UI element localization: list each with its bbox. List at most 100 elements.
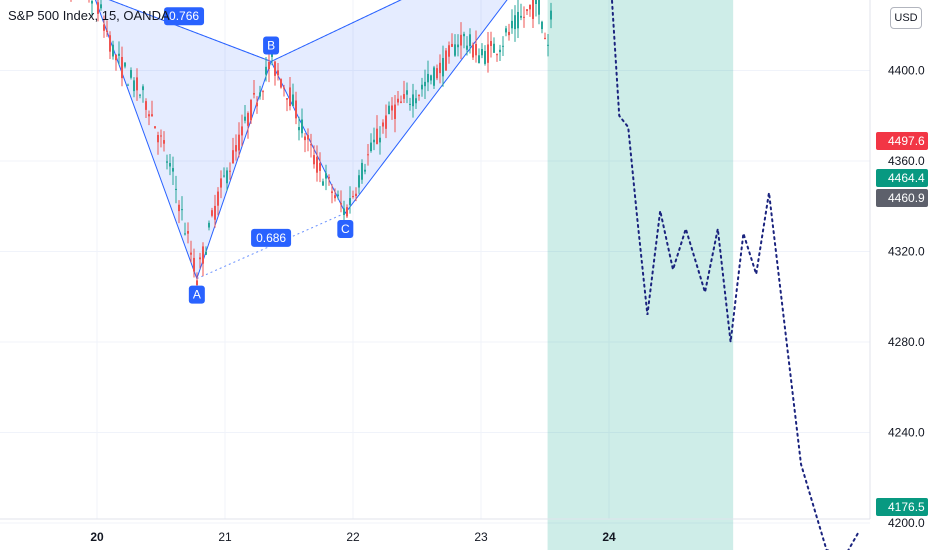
pattern-point-c[interactable]: C: [341, 222, 350, 236]
candle-body: [448, 45, 450, 57]
candle-body: [115, 54, 117, 61]
candle-body: [253, 92, 255, 95]
price-tag: 4464.4: [888, 171, 925, 185]
x-tick-label: 21: [218, 530, 232, 544]
candle-body: [304, 136, 306, 141]
candle-body: [328, 177, 330, 179]
pattern-triangle-bcd: [270, 0, 508, 214]
candle-body: [394, 104, 396, 119]
price-tag-box: [876, 498, 928, 516]
candle-body: [241, 126, 243, 136]
candle-body: [331, 191, 333, 194]
candle-body: [421, 84, 423, 90]
candle-body: [400, 101, 402, 103]
candle-body: [478, 55, 480, 64]
candle-body: [220, 178, 222, 188]
candle-body: [193, 257, 195, 272]
candle-body: [289, 87, 291, 107]
candle-body: [229, 170, 231, 172]
candle-body: [286, 98, 288, 100]
candle-body: [349, 198, 351, 205]
candle-body: [145, 101, 147, 110]
candle-body: [508, 31, 510, 36]
currency-button[interactable]: USD: [890, 7, 922, 29]
candle-body: [277, 70, 279, 76]
candle-body: [481, 49, 483, 56]
candle-body: [100, 4, 102, 9]
candle-body: [271, 52, 273, 57]
candle-body: [223, 175, 225, 177]
candle-body: [484, 51, 486, 64]
candle-body: [310, 144, 312, 146]
candle-body: [121, 57, 123, 79]
candle-body: [325, 173, 327, 179]
position-target-zone[interactable]: [547, 0, 734, 550]
y-tick-label: 4240.0: [888, 426, 925, 440]
candle-body: [250, 99, 252, 121]
pattern-point-box: [337, 220, 354, 239]
candle-body: [154, 126, 156, 129]
candle-body: [226, 170, 228, 184]
price-tag: 4176.5: [888, 500, 925, 514]
candle-body: [292, 94, 294, 106]
candle-body: [520, 15, 522, 18]
price-tag-box: [876, 189, 928, 207]
candle-body: [358, 175, 360, 188]
price-tag: 4460.9: [888, 191, 925, 205]
candle-body: [445, 50, 447, 71]
candle-body: [505, 28, 507, 33]
pattern-point-b[interactable]: B: [267, 38, 275, 52]
candle-body: [469, 34, 471, 47]
candle-body: [244, 116, 246, 121]
candle-body: [160, 135, 162, 137]
candle-body: [256, 102, 258, 107]
candle-body: [355, 193, 357, 197]
candle-body: [352, 196, 354, 198]
candle-body: [409, 103, 411, 105]
x-tick-label: 22: [346, 530, 360, 544]
candle-body: [547, 44, 549, 46]
candle-body: [298, 127, 300, 131]
candle-body: [532, 0, 534, 19]
candle-body: [280, 79, 282, 88]
candle-body: [529, 4, 531, 10]
candle-body: [517, 11, 519, 29]
candle-body: [211, 210, 213, 216]
candle-body: [151, 114, 153, 116]
candle-body: [379, 137, 381, 143]
candle-body: [274, 61, 276, 76]
candle-body: [307, 135, 309, 140]
candle-body: [91, 0, 93, 4]
candle-body: [346, 207, 348, 217]
candle-body: [526, 9, 528, 12]
candle-body: [340, 203, 342, 205]
pattern-point-a[interactable]: A: [193, 288, 201, 302]
candle-body: [232, 150, 234, 164]
candle-body: [139, 94, 141, 96]
candle-body: [544, 37, 546, 40]
candle-body: [112, 44, 114, 57]
chart-title: S&P 500 Index, 15, OANDA: [8, 8, 170, 23]
candle-body: [403, 94, 405, 99]
candle-body: [187, 231, 189, 234]
candle-body: [496, 54, 498, 56]
candle-body: [136, 77, 138, 91]
candle-body: [184, 233, 186, 235]
candle-body: [418, 95, 420, 97]
candle-body: [541, 21, 543, 30]
candle-body: [109, 35, 111, 52]
candle-body: [391, 105, 393, 111]
x-tick-label: 24: [602, 530, 616, 544]
candle-body: [301, 119, 303, 134]
candle-body: [238, 134, 240, 151]
candle-body: [97, 2, 99, 14]
ratio-label: 0.766: [169, 9, 199, 23]
price-tag-box: [876, 169, 928, 187]
y-tick-label: 4320.0: [888, 245, 925, 259]
candle-body: [259, 92, 261, 97]
price-tag: 4497.6: [888, 134, 925, 148]
candle-body: [130, 70, 132, 78]
candle-body: [361, 162, 363, 180]
candle-body: [316, 156, 318, 173]
